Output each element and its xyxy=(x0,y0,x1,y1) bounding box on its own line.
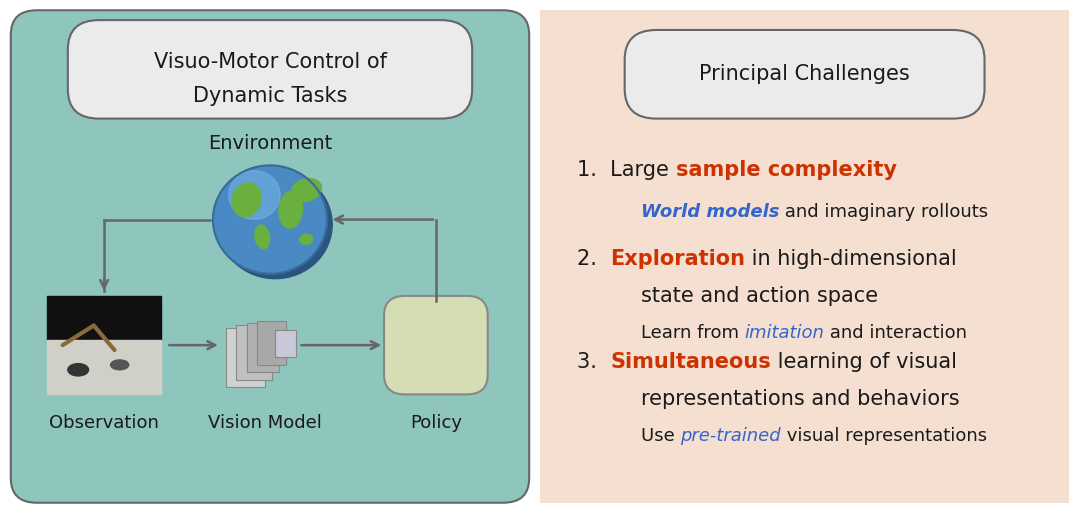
FancyBboxPatch shape xyxy=(48,296,161,394)
Text: Vision Model: Vision Model xyxy=(207,414,322,432)
Ellipse shape xyxy=(279,191,302,228)
Text: Visuo-Motor Control of: Visuo-Motor Control of xyxy=(153,52,387,72)
Text: imitation: imitation xyxy=(744,324,824,342)
Text: learning of visual: learning of visual xyxy=(771,352,957,372)
Text: World models: World models xyxy=(640,203,779,221)
Text: Policy: Policy xyxy=(410,414,462,432)
Circle shape xyxy=(218,170,333,279)
Text: Observation: Observation xyxy=(50,414,159,432)
Text: sample complexity: sample complexity xyxy=(676,161,896,180)
Circle shape xyxy=(229,170,280,220)
FancyBboxPatch shape xyxy=(624,30,985,119)
Text: Learn from: Learn from xyxy=(640,324,744,342)
Text: state and action space: state and action space xyxy=(640,286,878,306)
Ellipse shape xyxy=(232,183,261,217)
Ellipse shape xyxy=(300,234,313,244)
FancyBboxPatch shape xyxy=(275,330,296,358)
Ellipse shape xyxy=(68,364,89,376)
Circle shape xyxy=(213,165,327,274)
Text: pre-trained: pre-trained xyxy=(680,427,781,445)
Text: Simultaneous: Simultaneous xyxy=(610,352,771,372)
FancyBboxPatch shape xyxy=(246,323,279,372)
Text: Use: Use xyxy=(640,427,680,445)
Text: representations and behaviors: representations and behaviors xyxy=(640,389,959,409)
FancyBboxPatch shape xyxy=(237,325,271,380)
Text: Environment: Environment xyxy=(207,134,333,153)
Text: 2.: 2. xyxy=(577,249,610,269)
Ellipse shape xyxy=(292,179,322,202)
FancyBboxPatch shape xyxy=(226,328,265,387)
Text: visual representations: visual representations xyxy=(781,427,987,445)
FancyBboxPatch shape xyxy=(11,10,529,503)
FancyBboxPatch shape xyxy=(384,296,488,394)
Text: and interaction: and interaction xyxy=(824,324,968,342)
Text: 3.: 3. xyxy=(577,352,610,372)
FancyBboxPatch shape xyxy=(68,20,472,119)
Ellipse shape xyxy=(110,360,129,370)
Text: 1.  Large: 1. Large xyxy=(577,161,676,180)
Ellipse shape xyxy=(255,225,270,248)
Text: Exploration: Exploration xyxy=(610,249,745,269)
FancyBboxPatch shape xyxy=(257,321,285,365)
Text: and imaginary rollouts: and imaginary rollouts xyxy=(779,203,988,221)
Text: Principal Challenges: Principal Challenges xyxy=(699,64,910,84)
FancyBboxPatch shape xyxy=(540,10,1069,503)
Text: Dynamic Tasks: Dynamic Tasks xyxy=(193,87,347,106)
Text: in high-dimensional: in high-dimensional xyxy=(745,249,957,269)
